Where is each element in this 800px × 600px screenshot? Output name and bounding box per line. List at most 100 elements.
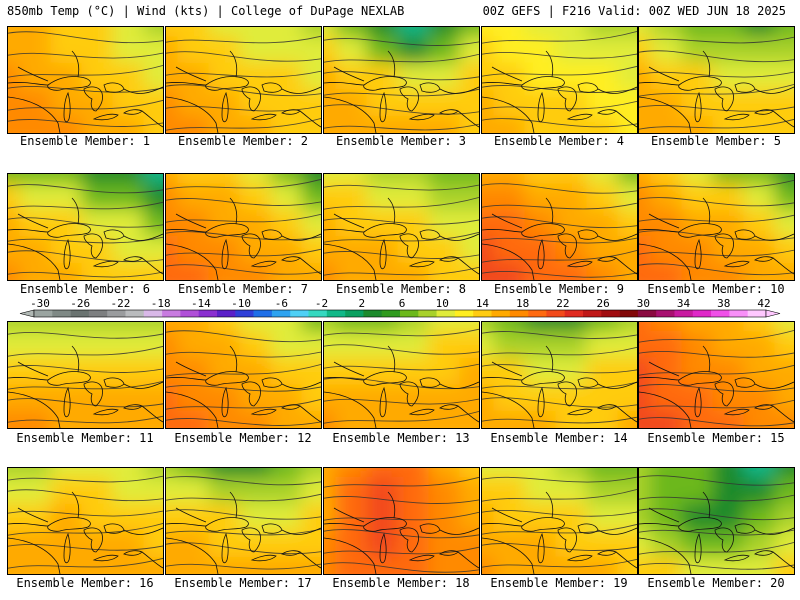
state-border — [123, 233, 163, 241]
state-border — [229, 491, 238, 519]
height-contour-line — [8, 543, 163, 551]
temperature-cell — [301, 236, 321, 271]
lake-outline — [221, 532, 229, 564]
state-border — [615, 110, 637, 128]
height-contour-line — [166, 70, 321, 78]
state-border — [324, 377, 365, 381]
great-lakes-outline — [166, 345, 321, 428]
height-contour-line — [639, 83, 794, 97]
colorbar-swatch — [143, 310, 163, 317]
temperature-cell — [301, 556, 321, 574]
height-contour-line — [639, 529, 794, 536]
height-contour-line — [482, 416, 637, 424]
temperature-cell — [712, 556, 752, 574]
temperature-shading — [166, 27, 321, 133]
colorbar-swatch — [509, 310, 529, 317]
ensemble-member-map-6 — [7, 173, 164, 281]
height-contour-line — [324, 363, 479, 371]
height-contour-line — [482, 558, 637, 568]
height-contour-line — [324, 88, 479, 97]
temperature-cell — [681, 410, 721, 428]
lake-outline — [83, 86, 103, 112]
colorbar-swatch — [564, 310, 584, 317]
height-contour-line — [482, 509, 637, 517]
lake-outline — [694, 532, 702, 564]
colorbar-swatch — [601, 310, 620, 317]
temperature-cell — [177, 262, 217, 280]
temperature-colorbar: -30 -26 -22 -18 -14 -10 -6 -2 2 6 10 14 18 22 26 30 34 38… — [19, 297, 781, 318]
lake-outline — [521, 371, 565, 386]
lake-outline — [92, 260, 119, 268]
lake-outline — [521, 76, 565, 91]
ensemble-member-map-1 — [7, 26, 164, 134]
temperature-cell — [208, 115, 248, 133]
lake-outline — [250, 260, 277, 268]
height-contours — [482, 183, 637, 278]
temperature-cell — [774, 89, 794, 124]
colorbar-left-arrow — [19, 309, 35, 318]
height-contour-line — [8, 365, 163, 373]
state-border — [648, 361, 680, 377]
height-contour-line — [482, 543, 637, 551]
temperature-shading — [324, 322, 479, 428]
temperature-cell — [459, 384, 479, 419]
great-lakes-outline — [324, 345, 479, 428]
state-border — [281, 86, 321, 94]
temperature-cell — [143, 236, 163, 271]
great-lakes-outline — [8, 197, 163, 280]
colorbar-swatch — [674, 310, 694, 317]
height-contour-line — [639, 104, 794, 112]
temperature-cell — [270, 556, 310, 574]
temperature-cell — [586, 115, 626, 133]
height-contour-line — [166, 84, 321, 97]
state-border — [457, 551, 479, 569]
temperature-cell — [617, 236, 637, 271]
colorbar-tick-label: 14 — [476, 297, 490, 310]
colorbar-swatch — [546, 310, 565, 317]
temperature-cell — [301, 36, 321, 71]
temperature-cell — [143, 357, 163, 393]
temperature-cell — [112, 556, 152, 574]
state-border — [491, 507, 523, 523]
height-contours — [8, 475, 163, 569]
temperature-cell — [143, 209, 163, 245]
state-border — [299, 551, 321, 569]
state-border — [482, 243, 535, 280]
colorbar-swatch — [162, 310, 181, 317]
temperature-cell — [50, 410, 90, 428]
height-contour-line — [324, 496, 479, 504]
chart-title: 850mb Temp (°C) | Wind (kts) | College o… — [7, 4, 405, 18]
ensemble-member-map-18 — [323, 467, 480, 575]
temperature-cell — [774, 236, 794, 271]
colorbar-swatch — [418, 310, 437, 317]
state-border — [299, 257, 321, 275]
height-contour-line — [639, 329, 794, 343]
lake-outline — [408, 113, 435, 121]
state-border — [439, 233, 479, 241]
state-border — [772, 405, 794, 423]
temperature-cell — [743, 410, 783, 428]
temperature-cell — [239, 115, 279, 133]
state-border — [166, 243, 219, 280]
temperature-cell — [270, 410, 310, 428]
height-contour-line — [166, 493, 321, 502]
height-contour-line — [324, 344, 479, 355]
temperature-cell — [270, 262, 310, 280]
state-border — [482, 391, 535, 428]
temperature-cell — [81, 556, 121, 574]
colorbar-tick-label: -2 — [315, 297, 328, 310]
temperature-field — [8, 27, 163, 133]
state-border — [229, 345, 238, 373]
height-contour-line — [324, 38, 479, 46]
temperature-cell — [459, 89, 479, 124]
lake-outline — [714, 381, 734, 407]
lake-outline — [47, 371, 91, 386]
temperature-cell — [335, 262, 375, 280]
height-contours — [482, 30, 637, 128]
lake-outline — [734, 523, 756, 534]
state-border — [491, 66, 523, 82]
state-border — [333, 66, 365, 82]
state-border — [639, 96, 692, 133]
height-contours — [324, 184, 479, 276]
height-contour-line — [324, 476, 479, 488]
